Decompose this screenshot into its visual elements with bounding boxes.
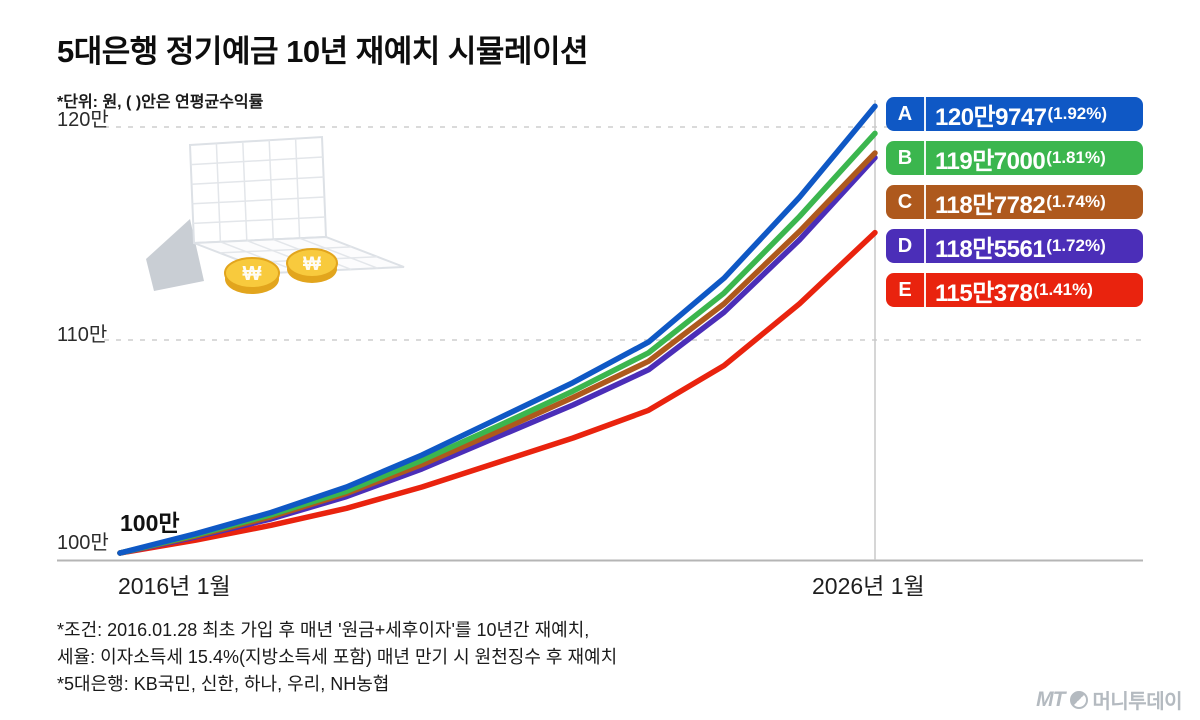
series-badge-b: B 119만7000 (1.81%): [886, 141, 1143, 175]
laptop-spreadsheet-illustration: ₩ ₩: [146, 135, 405, 294]
footnote-line: *5대은행: KB국민, 신한, 하나, 우리, NH농협: [57, 674, 390, 694]
series-final-value: 118만7782: [935, 191, 1046, 219]
series-rate: (1.74%): [1046, 192, 1106, 211]
series-badge-c: C 118만7782 (1.74%): [886, 185, 1143, 219]
y-tick-100: 100만: [57, 532, 109, 554]
badge-divider: [924, 229, 926, 263]
series-badge-e: E 115만378 (1.41%): [886, 273, 1143, 307]
start-value-annotation: 100만: [120, 510, 180, 536]
logo-mt-text: MT: [1036, 687, 1065, 711]
won-coin-icon: ₩: [224, 257, 280, 294]
laptop-screen: [188, 135, 328, 245]
x-tick-2016: 2016년 1월: [118, 573, 231, 599]
series-letter: E: [898, 278, 912, 301]
badge-divider: [924, 141, 926, 175]
series-badge-a: A 120만9747 (1.92%): [886, 97, 1143, 131]
series-rate: (1.92%): [1047, 104, 1108, 123]
series-final-value: 120만9747: [935, 103, 1047, 131]
series-letter: A: [897, 102, 913, 125]
footnotes: *조건: 2016.01.28 최초 가입 후 매년 '원금+세후이자'를 10…: [57, 617, 617, 698]
x-tick-2026: 2026년 1월: [812, 573, 925, 599]
series-letter: B: [897, 146, 913, 169]
y-tick-120: 120만: [57, 109, 109, 131]
y-tick-110: 110만: [57, 324, 108, 346]
footnote-line: *조건: 2016.01.28 최초 가입 후 매년 '원금+세후이자'를 10…: [57, 620, 590, 640]
won-coin-icon: ₩: [286, 248, 338, 283]
series-letter: D: [897, 234, 913, 257]
page-title: 5대은행 정기예금 10년 재예치 시뮬레이션: [57, 34, 589, 69]
series-final-value: 119만7000: [935, 147, 1046, 175]
series-letter: C: [897, 190, 913, 213]
badge-divider: [924, 273, 926, 307]
series-rate: (1.81%): [1046, 148, 1106, 167]
svg-text:₩: ₩: [303, 254, 321, 275]
series-rate: (1.72%): [1046, 236, 1106, 255]
series-rate: (1.41%): [1033, 280, 1093, 299]
logo-name-text: 머니투데이: [1092, 691, 1183, 713]
moneytoday-logo: MT 머니투데이: [1036, 685, 1182, 714]
series-badge-d: D 118만5561 (1.72%): [886, 229, 1143, 263]
badge-divider: [924, 97, 926, 131]
footnote-line: 세율: 이자소득세 15.4%(지방소득세 포함) 매년 만기 시 원천징수 후…: [57, 647, 618, 667]
svg-text:₩: ₩: [243, 263, 262, 285]
series-legend: A 120만9747 (1.92%) B 119만7000 (1.81%) C …: [886, 97, 1143, 307]
badge-divider: [924, 185, 926, 219]
series-final-value: 115만378: [935, 279, 1033, 307]
chart-subtitle: *단위: 원, ( )안은 연평균수익률: [57, 94, 264, 111]
series-final-value: 118만5561: [935, 235, 1046, 263]
logo-circle-icon: [1069, 690, 1088, 709]
shadow-shape: [146, 219, 204, 291]
